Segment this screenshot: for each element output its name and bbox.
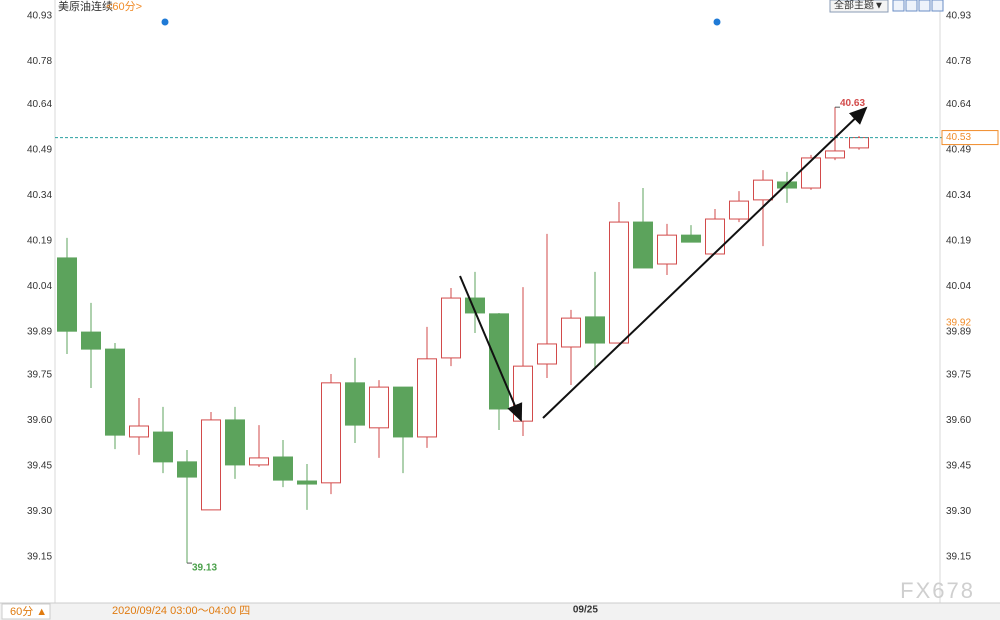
candle-body — [105, 348, 125, 436]
y-tick-label-right: 40.19 — [946, 236, 971, 247]
y-tick-label-right: 39.45 — [946, 460, 971, 471]
candle-body — [849, 137, 869, 149]
last-price-label: 40.53 — [946, 132, 971, 143]
y-tick-label-right: 40.78 — [946, 56, 971, 67]
y-tick-label-left: 40.04 — [27, 281, 52, 292]
candle-body — [129, 425, 149, 438]
candle-body — [441, 297, 461, 359]
y-tick-label-right: 40.64 — [946, 99, 971, 110]
period-tag: <60分> — [106, 0, 142, 13]
candle-body — [537, 343, 557, 365]
candle-body — [633, 221, 653, 269]
watermark: FX678 — [900, 578, 975, 603]
y-tick-label-right: 40.34 — [946, 190, 971, 201]
candle-body — [153, 431, 173, 463]
x-tick-label: 09/25 — [573, 605, 598, 616]
candle-body — [393, 386, 413, 438]
candle-body — [201, 419, 221, 511]
candle-body — [561, 317, 581, 348]
candle-body — [705, 218, 725, 255]
event-marker[interactable] — [161, 18, 169, 26]
level-label: 39.92 — [946, 318, 971, 329]
trend-arrow-up — [542, 106, 868, 419]
next[interactable] — [931, 0, 944, 12]
candle-body — [513, 365, 533, 422]
period-button-label[interactable]: 60分 ▲ — [10, 605, 47, 618]
candle-body — [249, 457, 269, 466]
candle-body — [585, 316, 605, 344]
candle-body — [273, 456, 293, 481]
y-tick-label-right: 39.30 — [946, 506, 971, 517]
y-tick-label-right: 39.15 — [946, 552, 971, 563]
y-tick-label-left: 40.34 — [27, 190, 52, 201]
plot: 40.93 40.93 40.78 40.78 40.64 40.64 40.49 40.49… — [27, 11, 993, 574]
y-tick-label-left: 40.64 — [27, 99, 52, 110]
candle-body — [753, 179, 773, 201]
y-tick-label-left: 39.30 — [27, 506, 52, 517]
status-time: 2020/09/24 03:00～04:00 四 — [112, 605, 250, 617]
y-tick-label-left: 39.15 — [27, 552, 52, 563]
y-tick-label-right: 40.93 — [946, 11, 971, 22]
theme-button-label[interactable]: 全部主题▼ — [834, 0, 884, 12]
low-label: 39.13 — [192, 563, 217, 574]
zoom-out[interactable] — [905, 0, 918, 12]
candle-body — [657, 234, 677, 265]
last-price-box — [941, 130, 999, 146]
status-bar — [0, 603, 1000, 620]
candle-body — [177, 461, 197, 478]
play[interactable] — [918, 0, 931, 12]
candle-body — [81, 331, 101, 350]
y-tick-label-left: 40.93 — [27, 11, 52, 22]
candle-body — [225, 419, 245, 466]
candle-body — [825, 150, 845, 159]
toolbar-icons — [892, 0, 944, 12]
high-label: 40.63 — [840, 98, 865, 109]
candle-body — [489, 313, 509, 410]
period-button[interactable] — [1, 603, 51, 620]
zoom-in[interactable] — [892, 0, 905, 12]
y-tick-label-left: 39.45 — [27, 460, 52, 471]
y-tick-label-left: 39.60 — [27, 415, 52, 426]
candle-body — [297, 480, 317, 485]
candle-body — [801, 157, 821, 189]
theme-button[interactable] — [829, 0, 889, 13]
y-tick-label-right: 40.04 — [946, 281, 971, 292]
y-tick-label-left: 39.75 — [27, 369, 52, 380]
y-tick-label-right: 39.89 — [946, 327, 971, 338]
y-tick-label-right: 39.75 — [946, 369, 971, 380]
y-tick-label-right: 40.49 — [946, 144, 971, 155]
event-marker[interactable] — [713, 18, 721, 26]
y-tick-label-left: 40.19 — [27, 236, 52, 247]
y-tick-label-left: 40.78 — [27, 56, 52, 67]
y-tick-label-left: 39.89 — [27, 327, 52, 338]
candle-body — [729, 200, 749, 220]
candle-body — [609, 221, 629, 344]
candle-body — [345, 382, 365, 426]
y-tick-label-right: 39.60 — [946, 415, 971, 426]
symbol-name: 美原油连续 — [58, 0, 113, 13]
trend-arrow-down — [459, 275, 523, 422]
candle-body — [417, 358, 437, 438]
candle-body — [321, 382, 341, 484]
candle-body — [681, 234, 701, 243]
y-tick-label-left: 40.49 — [27, 144, 52, 155]
candle-body — [369, 386, 389, 429]
candle-body — [57, 257, 77, 332]
